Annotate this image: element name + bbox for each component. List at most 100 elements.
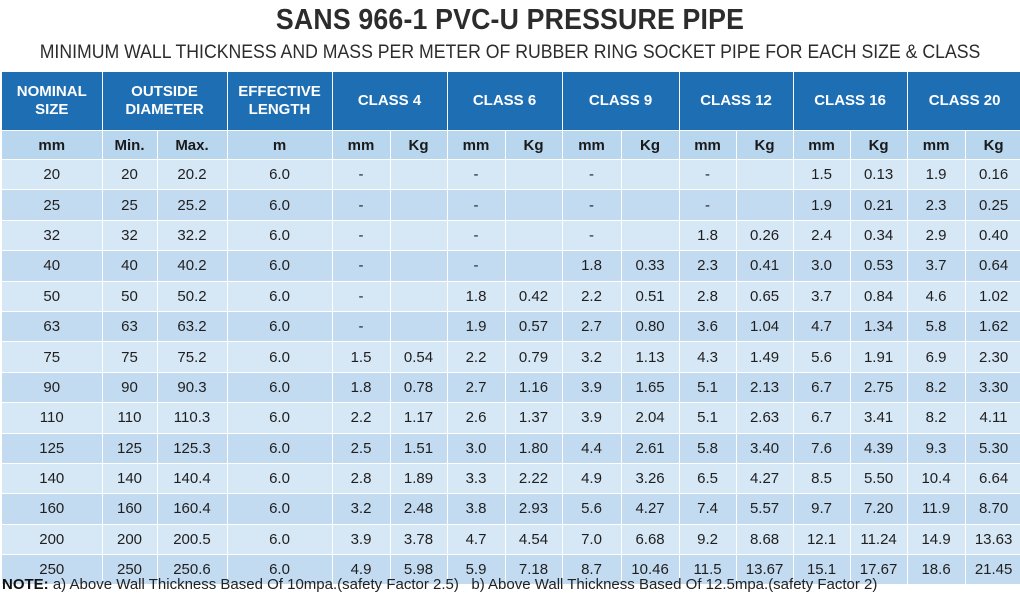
table-cell: 3.9 bbox=[332, 523, 391, 555]
unit-cell: Min. bbox=[102, 130, 158, 160]
table-cell: 3.7 bbox=[907, 250, 966, 282]
table-cell bbox=[390, 189, 448, 221]
table-header-row: NOMINAL SIZE OUTSIDE DIAMETER EFFECTIVE LEN… bbox=[2, 72, 1020, 131]
table-cell: 125 bbox=[2, 432, 103, 464]
table-cell: - bbox=[332, 250, 391, 282]
table-cell: 10.4 bbox=[907, 462, 966, 494]
table-cell: 6.7 bbox=[793, 402, 851, 434]
table-cell: 6.68 bbox=[621, 523, 680, 555]
table-cell bbox=[505, 158, 563, 190]
table-cell bbox=[390, 250, 448, 282]
table-cell: 2.22 bbox=[505, 462, 563, 494]
unit-cell: Kg bbox=[621, 130, 680, 160]
header-class-9: CLASS 9 bbox=[562, 72, 680, 131]
table-cell: 200 bbox=[2, 523, 103, 555]
table-cell: 8.2 bbox=[907, 371, 966, 403]
table-cell: 0.34 bbox=[850, 219, 908, 251]
table-cell: 1.04 bbox=[736, 310, 794, 342]
unit-cell: Kg bbox=[736, 130, 794, 160]
table-cell: - bbox=[332, 189, 391, 221]
table-cell: 1.49 bbox=[736, 341, 794, 373]
table-cell: 2.8 bbox=[332, 462, 391, 494]
unit-cell: mm bbox=[679, 130, 737, 160]
table-cell: 32.2 bbox=[157, 219, 228, 251]
footnote-a: a) Above Wall Thickness Based Of 10mpa.(… bbox=[52, 576, 459, 593]
table-cell: 8.7 bbox=[562, 554, 622, 585]
table-cell: 2.2 bbox=[562, 280, 622, 312]
table-cell: 3.9 bbox=[562, 371, 622, 403]
table-cell: 14.9 bbox=[907, 523, 966, 555]
table-cell: 140.4 bbox=[157, 462, 228, 494]
table-cell: 63 bbox=[2, 310, 103, 342]
table-cell: 90.3 bbox=[157, 371, 228, 403]
table-row: 63 63 63.2 6.0-1.9 0.57 2.7 0.80 3.6 1.04 4.7 1.34… bbox=[2, 310, 1020, 342]
table-cell: - bbox=[447, 219, 506, 251]
table-cell: - bbox=[679, 158, 737, 190]
table-cell: 9.7 bbox=[793, 493, 851, 525]
header-class-4: CLASS 4 bbox=[332, 72, 448, 131]
table-cell: 6.0 bbox=[227, 219, 333, 251]
unit-cell: Kg bbox=[390, 130, 448, 160]
table-row: 125 125 125.3 6.0 2.5 1.51 3.0 1.80 4.4 2.61 5.8 3.… bbox=[2, 432, 1020, 464]
table-cell: 1.8 bbox=[562, 250, 622, 282]
table-cell: 4.54 bbox=[505, 523, 563, 555]
table-cell: 2.8 bbox=[679, 280, 737, 312]
table-cell: 2.5 bbox=[332, 432, 391, 464]
table-cell: 200.5 bbox=[157, 523, 228, 555]
footnote-b: b) Above Wall Thickness Based Of 12.5mpa… bbox=[471, 576, 878, 593]
table-cell: - bbox=[447, 158, 506, 190]
table-cell: 40 bbox=[102, 250, 158, 282]
table-cell: 0.42 bbox=[505, 280, 563, 312]
unit-cell: m bbox=[227, 130, 333, 160]
table-cell: 110.3 bbox=[157, 402, 228, 434]
table-cell: 2.63 bbox=[736, 402, 794, 434]
table-cell: 8.70 bbox=[965, 493, 1020, 525]
table-cell: 110 bbox=[102, 402, 158, 434]
table-cell: - bbox=[447, 250, 506, 282]
header-class-20: CLASS 20 bbox=[907, 72, 1020, 131]
table-cell: 3.0 bbox=[793, 250, 851, 282]
table-cell: 3.41 bbox=[850, 402, 908, 434]
table-cell: 7.0 bbox=[562, 523, 622, 555]
table-cell: 3.8 bbox=[447, 493, 506, 525]
table-cell: 63.2 bbox=[157, 310, 228, 342]
table-cell: - bbox=[562, 219, 622, 251]
table-cell: 2.4 bbox=[793, 219, 851, 251]
table-cell: 110 bbox=[2, 402, 103, 434]
table-cell: 6.0 bbox=[227, 280, 333, 312]
table-cell: 0.54 bbox=[390, 341, 448, 373]
table-cell: 7.6 bbox=[793, 432, 851, 464]
table-cell: 2.7 bbox=[562, 310, 622, 342]
table-cell: 6.0 bbox=[227, 158, 333, 190]
table-cell: 6.0 bbox=[227, 554, 333, 585]
table-cell bbox=[621, 189, 680, 221]
table-cell: 2.3 bbox=[679, 250, 737, 282]
table-cell: 1.13 bbox=[621, 341, 680, 373]
table-cell: 75.2 bbox=[157, 341, 228, 373]
table-cell: 7.4 bbox=[679, 493, 737, 525]
table-cell: 5.6 bbox=[562, 493, 622, 525]
table-cell: 20 bbox=[2, 158, 103, 190]
table-cell: 75 bbox=[2, 341, 103, 373]
table-cell: 40.2 bbox=[157, 250, 228, 282]
table-cell: 0.80 bbox=[621, 310, 680, 342]
table-cell: 2.13 bbox=[736, 371, 794, 403]
table-cell bbox=[505, 219, 563, 251]
table-cell: 140 bbox=[2, 462, 103, 494]
table-row: 90 90 90.3 6.0 1.8 0.78 2.7 1.16 3.9 1.65 5.1 2.13 6… bbox=[2, 371, 1020, 403]
table-row: 32 32 32.2 6.0- - -1.8 0.26 2.4 0.34 2.9 0.40 bbox=[2, 219, 1020, 251]
table-cell: 1.89 bbox=[390, 462, 448, 494]
table-cell: 1.8 bbox=[332, 371, 391, 403]
table-cell: 5.1 bbox=[679, 371, 737, 403]
table-cell: 1.9 bbox=[907, 158, 966, 190]
table-cell: 11.9 bbox=[907, 493, 966, 525]
header-outside-diameter: OUTSIDE DIAMETER bbox=[102, 72, 228, 131]
table-cell: 17.67 bbox=[850, 554, 908, 585]
table-cell: 1.51 bbox=[390, 432, 448, 464]
table-cell bbox=[390, 280, 448, 312]
page-title: SANS 966-1 PVC-U PRESSURE PIPE bbox=[275, 4, 745, 36]
table-row: 40 40 40.2 6.0- -1.8 0.33 2.3 0.41 3.0 0.53 3.7 0.6… bbox=[2, 250, 1020, 282]
table-cell: 0.41 bbox=[736, 250, 794, 282]
table-cell: 0.21 bbox=[850, 189, 908, 221]
table-cell: 3.2 bbox=[562, 341, 622, 373]
